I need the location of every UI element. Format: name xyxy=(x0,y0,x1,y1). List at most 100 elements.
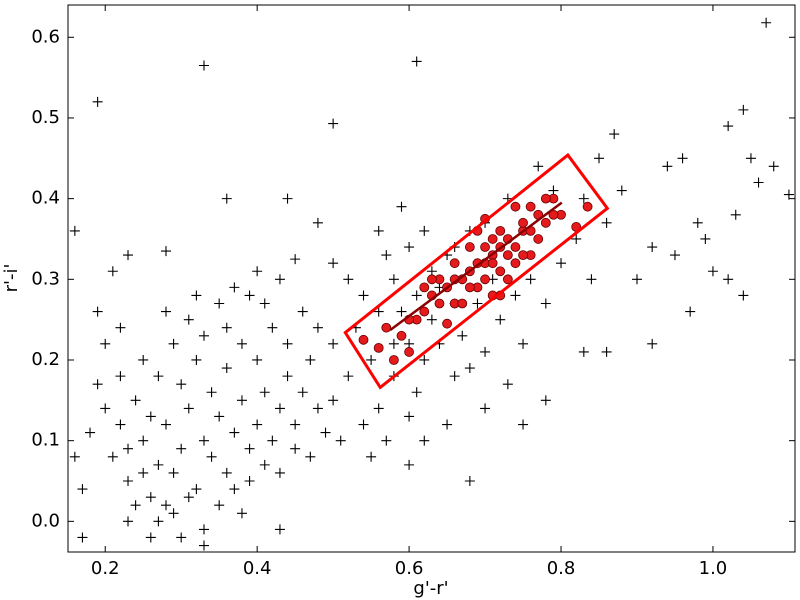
highlight-box xyxy=(343,152,610,390)
point xyxy=(168,338,179,349)
point xyxy=(586,274,597,285)
point xyxy=(312,403,323,414)
point xyxy=(381,435,392,446)
point xyxy=(502,379,513,390)
point xyxy=(312,322,323,333)
point xyxy=(677,153,688,164)
point xyxy=(229,282,240,293)
point xyxy=(442,419,453,430)
point xyxy=(343,274,354,285)
point xyxy=(92,379,103,390)
point xyxy=(267,435,278,446)
point xyxy=(290,443,301,454)
point xyxy=(191,354,202,365)
point xyxy=(449,258,460,269)
point xyxy=(738,290,749,301)
point xyxy=(601,346,612,357)
point xyxy=(282,193,293,204)
point xyxy=(221,322,232,333)
point xyxy=(745,153,756,164)
point xyxy=(69,451,80,462)
point xyxy=(464,242,475,252)
point xyxy=(381,322,392,333)
point xyxy=(214,411,225,422)
point xyxy=(274,274,285,285)
point xyxy=(138,435,149,446)
point xyxy=(419,354,430,365)
point xyxy=(525,274,536,285)
point xyxy=(259,459,270,470)
point xyxy=(183,403,194,414)
point xyxy=(783,189,794,200)
point xyxy=(328,338,339,349)
point xyxy=(305,451,316,462)
point xyxy=(183,492,194,503)
point xyxy=(502,274,513,285)
point xyxy=(426,314,437,325)
point xyxy=(707,266,718,277)
point xyxy=(518,419,529,430)
point xyxy=(92,306,103,317)
point xyxy=(556,258,567,269)
point xyxy=(85,427,96,438)
point xyxy=(138,467,149,478)
y-tick-label: 0.1 xyxy=(31,430,60,451)
point xyxy=(578,193,589,204)
point xyxy=(259,387,270,398)
point xyxy=(533,161,544,172)
point xyxy=(518,250,528,261)
point xyxy=(685,306,696,317)
point xyxy=(274,524,285,535)
point xyxy=(495,314,506,325)
point xyxy=(730,209,741,220)
point xyxy=(290,254,301,265)
point xyxy=(130,500,141,511)
point xyxy=(100,403,111,414)
point xyxy=(540,193,551,204)
point xyxy=(510,242,521,252)
point xyxy=(168,467,179,478)
point xyxy=(160,306,171,317)
point xyxy=(77,484,88,495)
point xyxy=(662,161,673,172)
point xyxy=(609,129,620,140)
point xyxy=(290,419,301,430)
point xyxy=(510,258,521,269)
point xyxy=(457,330,468,341)
point xyxy=(700,233,711,244)
point xyxy=(320,427,331,438)
point xyxy=(578,346,589,357)
point xyxy=(404,347,414,357)
point xyxy=(373,403,384,414)
point xyxy=(495,225,506,236)
point xyxy=(115,371,126,382)
point xyxy=(153,459,164,470)
point xyxy=(244,443,255,454)
point xyxy=(236,508,247,519)
point xyxy=(502,250,513,261)
point xyxy=(631,274,642,285)
y-tick-label: 0.6 xyxy=(31,26,60,47)
point xyxy=(198,330,209,341)
point xyxy=(464,282,475,293)
point xyxy=(396,201,407,212)
point xyxy=(206,451,217,462)
point xyxy=(540,217,551,228)
point xyxy=(480,403,491,414)
point xyxy=(540,298,551,309)
point xyxy=(282,338,293,349)
point xyxy=(768,161,779,172)
point xyxy=(236,395,247,406)
point xyxy=(206,387,217,398)
point xyxy=(647,242,658,253)
point xyxy=(214,500,225,511)
point xyxy=(160,246,171,257)
point xyxy=(145,532,156,543)
point xyxy=(442,318,452,329)
y-tick-label: 0.4 xyxy=(31,188,60,209)
point xyxy=(411,387,422,398)
point xyxy=(274,467,285,478)
point xyxy=(761,17,772,28)
